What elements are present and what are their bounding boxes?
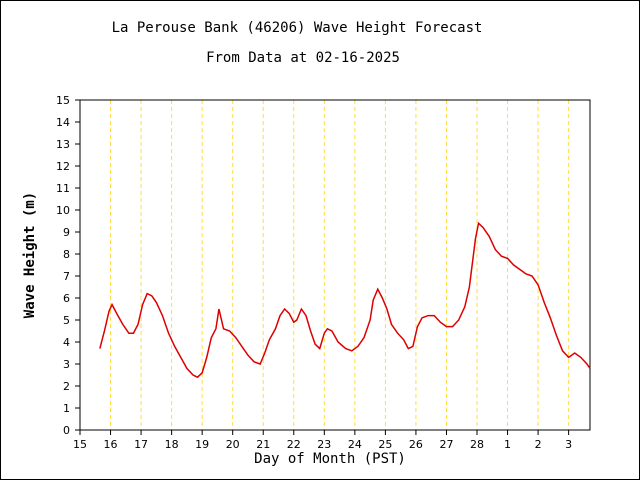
x-axis-label: Day of Month (PST) bbox=[254, 451, 406, 467]
y-tick-label: 12 bbox=[56, 160, 70, 173]
y-tick-label: 7 bbox=[63, 270, 70, 283]
plot-area bbox=[79, 99, 591, 431]
x-tick-label: 28 bbox=[470, 438, 484, 451]
y-tick-label: 10 bbox=[56, 204, 70, 217]
y-tick-label: 9 bbox=[63, 226, 70, 239]
y-tick-label: 8 bbox=[63, 248, 70, 261]
y-tick-label: 6 bbox=[63, 292, 70, 305]
y-tick-label: 2 bbox=[63, 380, 70, 393]
x-tick-label: 22 bbox=[287, 438, 301, 451]
y-tick-label: 0 bbox=[63, 424, 70, 437]
data-line bbox=[99, 221, 591, 379]
x-tick-label: 27 bbox=[439, 438, 453, 451]
x-tick-label: 24 bbox=[348, 438, 362, 451]
y-tick-label: 15 bbox=[56, 94, 70, 107]
x-tick-label: 16 bbox=[104, 438, 118, 451]
y-tick-label: 13 bbox=[56, 138, 70, 151]
y-tick-label: 3 bbox=[63, 358, 70, 371]
y-tick-label: 1 bbox=[63, 402, 70, 415]
y-tick-label: 11 bbox=[56, 182, 70, 195]
x-tick-label: 3 bbox=[565, 438, 572, 451]
x-tick-label: 23 bbox=[317, 438, 331, 451]
x-tick-label: 2 bbox=[535, 438, 542, 451]
y-tick-label: 4 bbox=[63, 336, 70, 349]
chart-title: La Perouse Bank (46206) Wave Height Fore… bbox=[112, 20, 483, 36]
x-tick-label: 18 bbox=[165, 438, 179, 451]
x-tick-label: 26 bbox=[409, 438, 423, 451]
y-axis-label: Wave Height (m) bbox=[22, 192, 38, 318]
x-tick-label: 20 bbox=[226, 438, 240, 451]
y-tick-label: 14 bbox=[56, 116, 70, 129]
x-tick-label: 21 bbox=[256, 438, 270, 451]
x-tick-label: 17 bbox=[134, 438, 148, 451]
chart-subtitle: From Data at 02-16-2025 bbox=[206, 50, 400, 66]
x-tick-label: 15 bbox=[73, 438, 87, 451]
x-tick-label: 25 bbox=[378, 438, 392, 451]
x-tick-label: 1 bbox=[504, 438, 511, 451]
x-tick-label: 19 bbox=[195, 438, 209, 451]
y-tick-label: 5 bbox=[63, 314, 70, 327]
